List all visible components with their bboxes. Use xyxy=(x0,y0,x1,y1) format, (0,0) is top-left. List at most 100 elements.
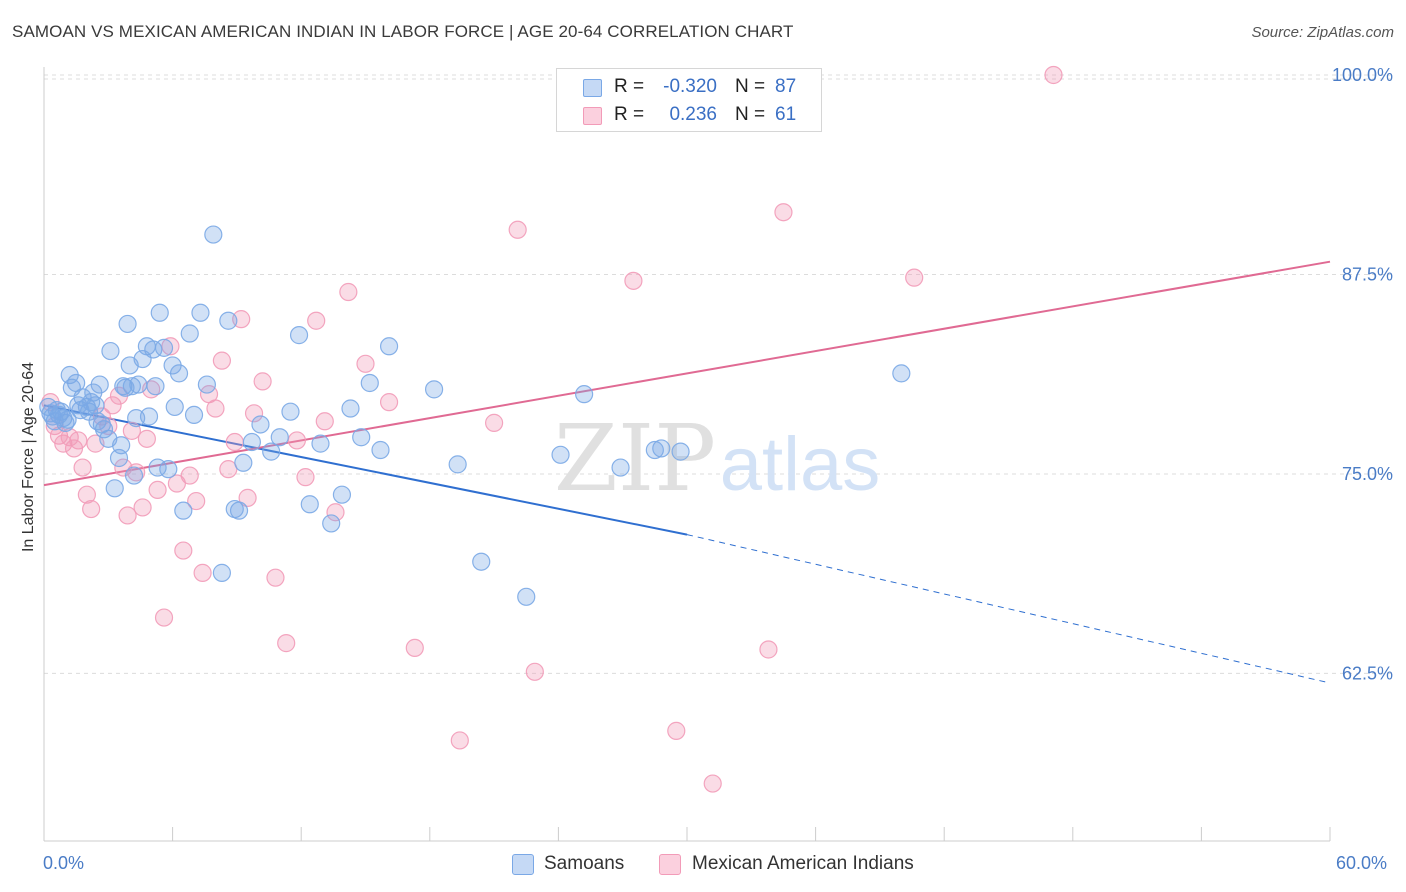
point-mexican-american-indians xyxy=(238,488,257,507)
y-tick-label: 87.5% xyxy=(1342,264,1393,284)
point-mexican-american-indians xyxy=(356,354,375,373)
point-mexican-american-indians xyxy=(315,412,334,431)
y-axis-label: In Labor Force | Age 20-64 xyxy=(20,361,37,553)
point-samoans xyxy=(101,341,120,361)
x-tick-label-min: 0.0% xyxy=(43,853,85,873)
point-mexican-american-indians xyxy=(193,563,212,582)
legend-label-mexican-american-indians: Mexican American Indians xyxy=(692,853,914,874)
correlation-legend: R = -0.320 N = 87 R = 0.236 N = 61 xyxy=(556,68,822,132)
legend-swatch-blue xyxy=(512,854,534,875)
point-mexican-american-indians xyxy=(1044,65,1063,85)
point-samoans xyxy=(379,337,399,356)
point-samoans xyxy=(129,375,148,394)
point-samoans xyxy=(360,373,379,393)
point-samoans xyxy=(575,385,594,404)
point-mexican-american-indians xyxy=(133,498,152,517)
point-samoans xyxy=(124,466,144,485)
point-mexican-american-indians xyxy=(905,268,924,287)
point-mexican-american-indians xyxy=(667,721,686,740)
legend-row-mexican-american-indians: R = 0.236 N = 61 xyxy=(557,101,821,129)
point-mexican-american-indians xyxy=(118,506,137,525)
point-mexican-american-indians xyxy=(127,463,146,482)
point-mexican-american-indians xyxy=(339,282,358,302)
point-samoans xyxy=(105,479,124,498)
point-samoans xyxy=(197,375,216,394)
point-mexican-american-indians xyxy=(69,431,88,450)
point-samoans xyxy=(371,440,390,460)
legend-r-value: 0.236 xyxy=(669,104,717,125)
series-legend: Samoans Mexican American Indians xyxy=(0,852,1406,878)
data-points xyxy=(39,65,1063,793)
axes xyxy=(43,67,1331,842)
point-mexican-american-indians xyxy=(187,491,206,511)
point-mexican-american-indians xyxy=(225,432,244,452)
legend-r-label: R = xyxy=(614,104,645,125)
point-samoans xyxy=(472,552,491,571)
watermark-zip: ZIP xyxy=(554,405,716,512)
point-samoans xyxy=(154,338,174,357)
point-mexican-american-indians xyxy=(508,220,527,239)
point-samoans xyxy=(229,501,249,520)
point-samoans xyxy=(311,434,330,453)
point-mexican-american-indians xyxy=(326,503,345,522)
point-mexican-american-indians xyxy=(287,431,307,450)
x-tick-label-max: 60.0% xyxy=(1336,853,1388,873)
point-samoans xyxy=(180,324,199,343)
watermark: ZIP atlas xyxy=(554,405,880,512)
point-mexican-american-indians xyxy=(525,662,544,681)
legend-r-value: -0.320 xyxy=(663,76,717,97)
legend-swatch-blue xyxy=(583,79,602,97)
trend-line-samoans-extrapolated xyxy=(686,534,1331,684)
point-samoans xyxy=(289,326,309,345)
point-mexican-american-indians xyxy=(307,311,326,330)
point-samoans xyxy=(300,495,319,514)
legend-n-label: N = xyxy=(735,104,766,125)
point-samoans xyxy=(234,453,253,472)
point-samoans xyxy=(56,413,75,432)
point-mexican-american-indians xyxy=(253,372,272,391)
point-mexican-american-indians xyxy=(137,429,156,448)
point-samoans xyxy=(184,405,204,425)
point-mexican-american-indians xyxy=(277,634,296,653)
point-samoans xyxy=(262,442,281,461)
point-samoans xyxy=(191,303,210,322)
legend-n-value: 87 xyxy=(775,76,797,97)
legend-n-label: N = xyxy=(735,76,766,97)
y-tick-label: 75.0% xyxy=(1342,464,1393,484)
point-samoans xyxy=(322,514,341,533)
point-mexican-american-indians xyxy=(759,640,778,659)
point-samoans xyxy=(517,587,536,606)
point-samoans xyxy=(892,364,911,383)
point-mexican-american-indians xyxy=(77,485,96,504)
point-samoans xyxy=(448,455,467,474)
y-tick-label: 62.5% xyxy=(1342,663,1393,683)
y-tick-label: 100.0% xyxy=(1332,65,1393,85)
point-mexican-american-indians xyxy=(174,541,193,560)
point-mexican-american-indians xyxy=(405,638,424,657)
point-mexican-american-indians xyxy=(212,351,231,370)
watermark-atlas: atlas xyxy=(720,422,881,507)
point-mexican-american-indians xyxy=(73,458,92,477)
point-mexican-american-indians xyxy=(82,499,101,519)
point-mexican-american-indians xyxy=(703,774,722,793)
point-samoans xyxy=(150,303,169,322)
point-samoans xyxy=(165,397,184,417)
point-mexican-american-indians xyxy=(624,271,643,290)
trend-line-samoans xyxy=(43,404,688,536)
point-samoans xyxy=(281,402,300,421)
point-samoans xyxy=(671,442,690,461)
point-samoans xyxy=(424,380,444,399)
point-samoans xyxy=(112,436,131,455)
point-samoans xyxy=(122,377,141,396)
point-samoans xyxy=(90,375,109,394)
point-samoans xyxy=(242,432,262,452)
source-label: Source: ZipAtlas.com xyxy=(1251,24,1394,41)
point-mexican-american-indians xyxy=(154,608,174,627)
point-mexican-american-indians xyxy=(774,203,793,222)
point-mexican-american-indians xyxy=(244,404,264,423)
point-samoans xyxy=(270,428,289,447)
point-samoans xyxy=(146,377,165,396)
point-mexican-american-indians xyxy=(180,466,199,485)
chart-title: SAMOAN VS MEXICAN AMERICAN INDIAN IN LAB… xyxy=(12,22,794,41)
